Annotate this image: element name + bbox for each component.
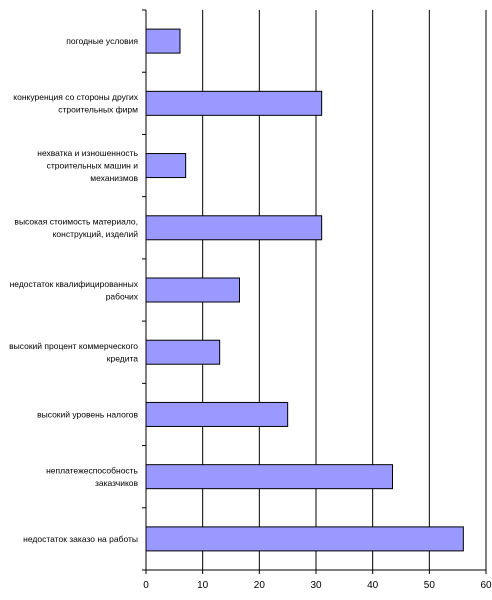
category-label: недостаток квалифицированных рабочих [10,279,139,302]
bar [145,153,187,179]
bar [145,90,323,116]
category-label: высокая стоимость материало, конструкций,… [14,217,138,240]
category-label: высокий уровень налогов [37,409,138,419]
category-label: конкуренция со стороны других строительны… [13,92,138,115]
category-labels: погодные условия конкуренция со стороны д… [9,36,139,544]
bar [145,339,221,365]
bar [145,28,181,54]
x-tick-label: 30 [310,580,322,591]
x-tick-label: 50 [424,580,436,591]
bar [145,277,240,303]
x-tick-label: 60 [480,580,492,591]
x-tick-label: 0 [143,580,149,591]
x-tick-label: 10 [197,580,209,591]
category-label: нехватка и изношенность строительных маши… [37,148,138,183]
bars [145,28,464,552]
category-label: неплатежеспособность заказчиков [46,465,138,488]
category-label: погодные условия [66,36,138,46]
category-label: высокий процент коммерческого кредита [9,341,138,364]
bar [145,464,393,490]
bar [145,215,323,241]
bar [145,401,289,427]
x-tick-label: 20 [254,580,266,591]
x-tick-labels: 0 10 20 30 40 50 60 [143,580,492,591]
bar [145,526,464,552]
category-label: недостаток заказо на работы [23,534,138,544]
axes [142,9,487,574]
x-tick-label: 40 [367,580,379,591]
